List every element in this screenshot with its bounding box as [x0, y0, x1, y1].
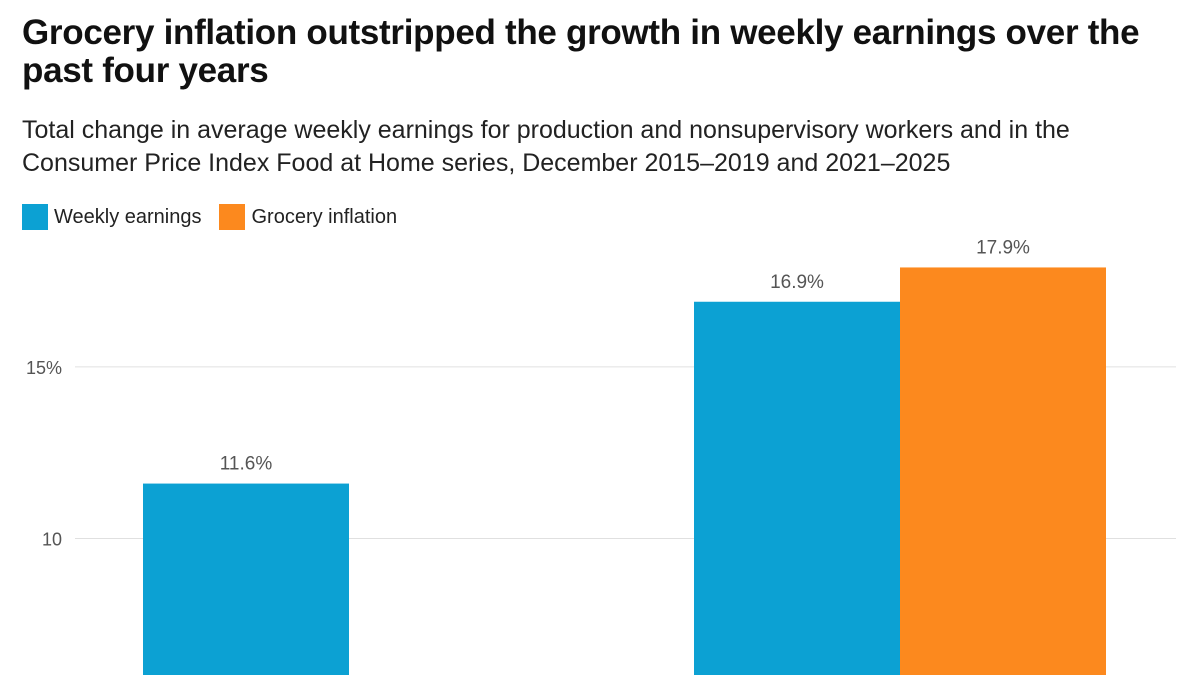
legend-item-weekly-earnings: Weekly earnings [22, 204, 201, 230]
legend-label-grocery-inflation: Grocery inflation [251, 205, 398, 228]
bars [143, 267, 1106, 675]
bar-chart: 10 15% 11.6% 16.9% 17.9% [26, 240, 1176, 675]
legend-swatch-grocery-inflation [219, 204, 246, 230]
legend-swatch-weekly-earnings [22, 204, 48, 230]
legend: Weekly earnings Grocery inflation [22, 203, 415, 231]
y-axis-ticks: 10 15% [26, 358, 62, 550]
bar-weekly-earnings-1 [143, 483, 349, 675]
chart-title: Grocery inflation outstripped the growth… [22, 13, 1140, 90]
legend-label-weekly-earnings: Weekly earnings [54, 205, 202, 228]
data-labels: 11.6% 16.9% 17.9% [220, 240, 1030, 475]
data-label-grocery-inflation-2: 17.9% [976, 240, 1030, 258]
y-tick-label-15: 15% [26, 358, 62, 378]
data-label-weekly-earnings-2: 16.9% [770, 272, 824, 293]
chart-subtitle: Total change in average weekly earnings … [22, 116, 1070, 177]
legend-item-grocery-inflation: Grocery inflation [219, 204, 397, 230]
bar-grocery-inflation-2 [900, 267, 1106, 675]
data-label-weekly-earnings-1: 11.6% [220, 454, 273, 475]
bar-weekly-earnings-2 [694, 301, 900, 675]
y-tick-label-10: 10 [42, 529, 62, 549]
